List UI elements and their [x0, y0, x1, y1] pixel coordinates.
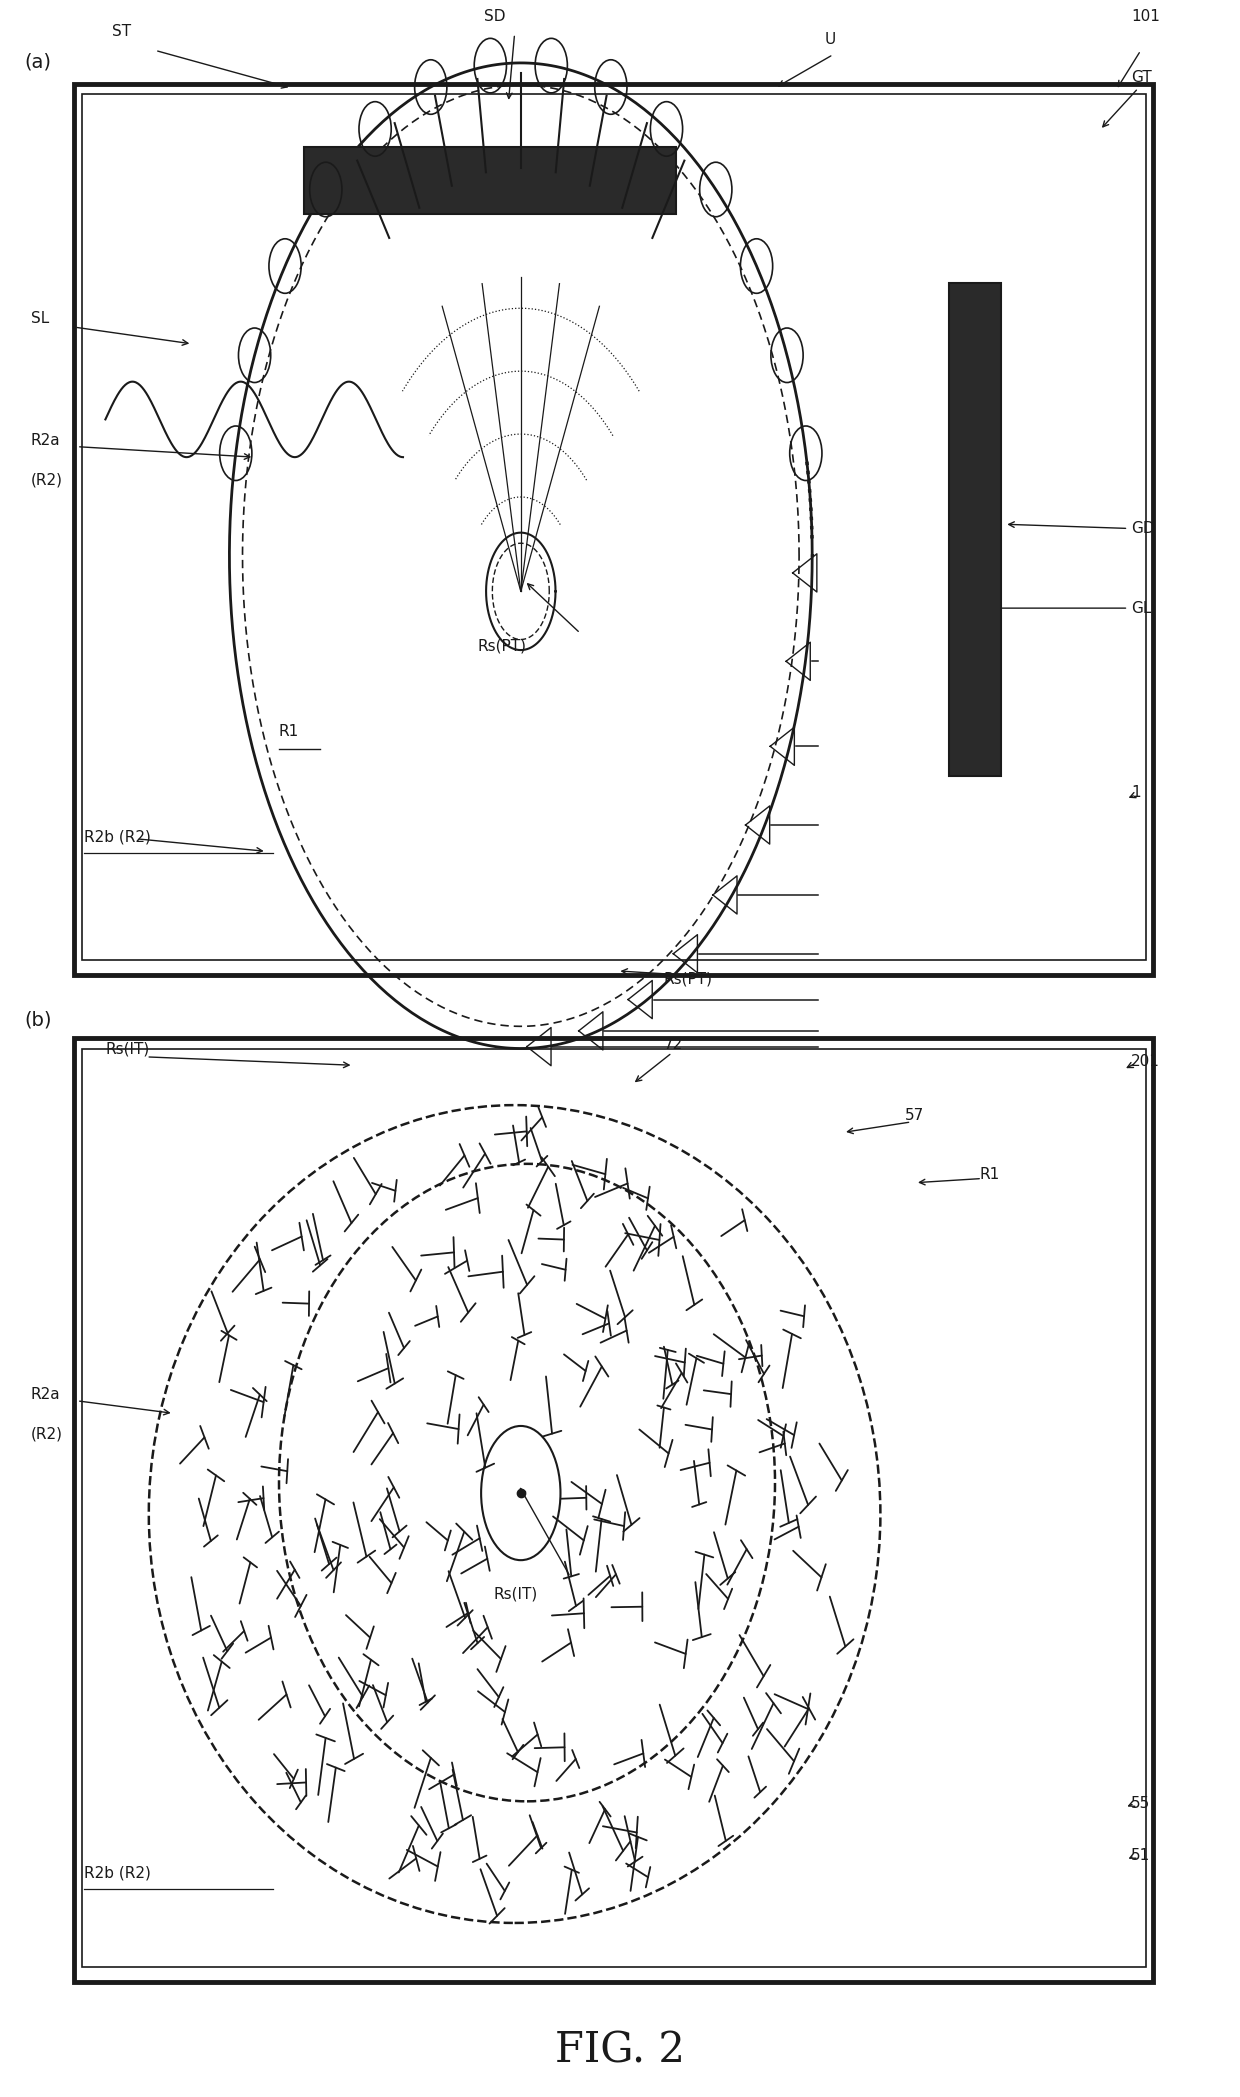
Bar [82, 94, 1146, 960]
Text: R1: R1 [980, 1166, 999, 1183]
Text: 101: 101 [1131, 8, 1159, 25]
Text: SL: SL [31, 310, 50, 327]
Text: (R2): (R2) [31, 1426, 63, 1443]
Text: R2b (R2): R2b (R2) [84, 828, 151, 845]
Bar [304, 147, 676, 214]
Text: Rs(IT): Rs(IT) [494, 1585, 538, 1602]
Text: GT: GT [1131, 69, 1152, 86]
Text: SD: SD [484, 8, 505, 25]
Text: Rs(IT): Rs(IT) [105, 1040, 150, 1057]
Text: R2a: R2a [31, 432, 61, 449]
Bar [74, 1038, 1153, 1982]
Text: 55: 55 [1131, 1795, 1151, 1812]
Text: FIG. 2: FIG. 2 [556, 2030, 684, 2072]
Text: 51: 51 [1131, 1847, 1151, 1864]
Text: GD: GD [1131, 520, 1154, 537]
Text: R2a: R2a [31, 1386, 61, 1403]
Text: Rs(PT): Rs(PT) [477, 637, 527, 654]
Text: U: U [825, 31, 836, 48]
Bar [949, 283, 1001, 776]
Text: R2b (R2): R2b (R2) [84, 1864, 151, 1881]
Text: R1: R1 [279, 723, 299, 740]
Bar [82, 1048, 1146, 1967]
Bar [74, 84, 1153, 975]
Text: 72: 72 [663, 1036, 683, 1053]
Text: Rs(PT): Rs(PT) [663, 971, 713, 988]
Text: GL: GL [1131, 600, 1151, 617]
Text: (R2): (R2) [31, 472, 63, 489]
Text: 57: 57 [905, 1107, 925, 1124]
Text: (a): (a) [25, 52, 52, 71]
Text: 1: 1 [1131, 784, 1141, 801]
Text: (b): (b) [25, 1011, 52, 1030]
Text: ST: ST [112, 23, 130, 40]
Text: 201: 201 [1131, 1053, 1159, 1069]
